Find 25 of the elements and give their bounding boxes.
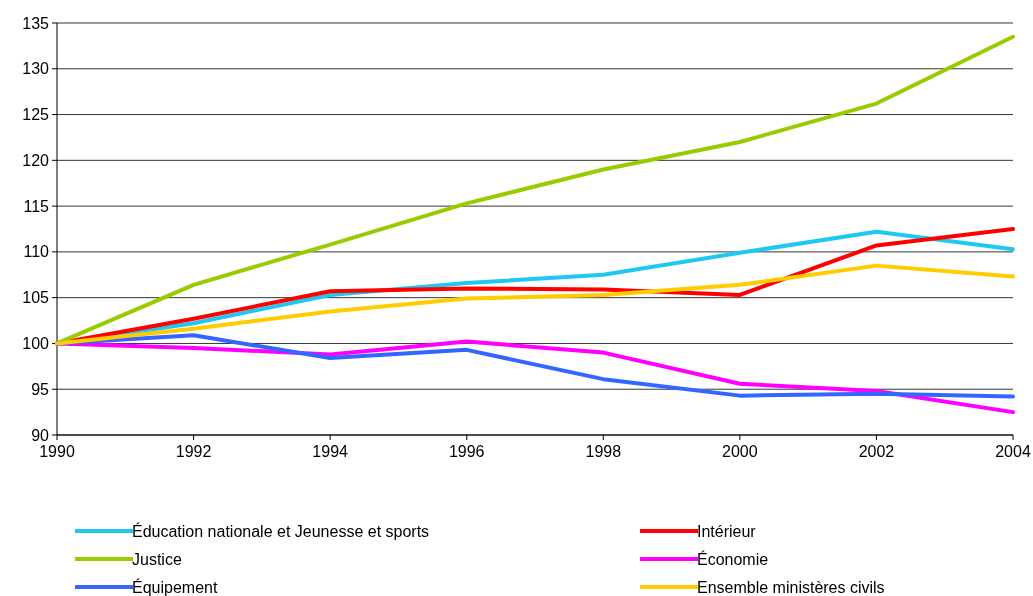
y-tick-label: 115 — [23, 197, 50, 215]
x-tick-label: 1990 — [39, 443, 75, 460]
x-tick-label: 1996 — [448, 443, 485, 460]
y-tick-label: 120 — [22, 151, 50, 169]
y-tick-label: 105 — [22, 289, 50, 307]
y-tick-label: 110 — [23, 243, 50, 261]
y-tick-label: 125 — [22, 106, 50, 124]
x-tick-label: 2002 — [858, 443, 895, 460]
legend-label: Ensemble ministères civils — [697, 578, 885, 596]
legend-label: Éducation nationale et Jeunesse et sports — [132, 521, 430, 540]
y-tick-label: 95 — [31, 380, 50, 398]
x-tick-label: 2000 — [722, 443, 758, 460]
legend-label: Intérieur — [697, 522, 757, 540]
y-tick-label: 100 — [22, 335, 50, 353]
legend-label: Justice — [132, 550, 182, 568]
legend-label: Économie — [697, 549, 769, 568]
x-tick-label: 2004 — [995, 443, 1031, 460]
y-tick-label: 130 — [22, 60, 50, 78]
line-series — [55, 263, 1015, 346]
legend-label: Équipement — [132, 577, 218, 596]
y-tick-label: 90 — [31, 426, 50, 444]
y-tick-label: 135 — [22, 14, 50, 32]
x-tick-label: 1998 — [585, 443, 622, 460]
x-tick-label: 1994 — [312, 443, 349, 460]
x-tick-label: 1992 — [175, 443, 212, 460]
